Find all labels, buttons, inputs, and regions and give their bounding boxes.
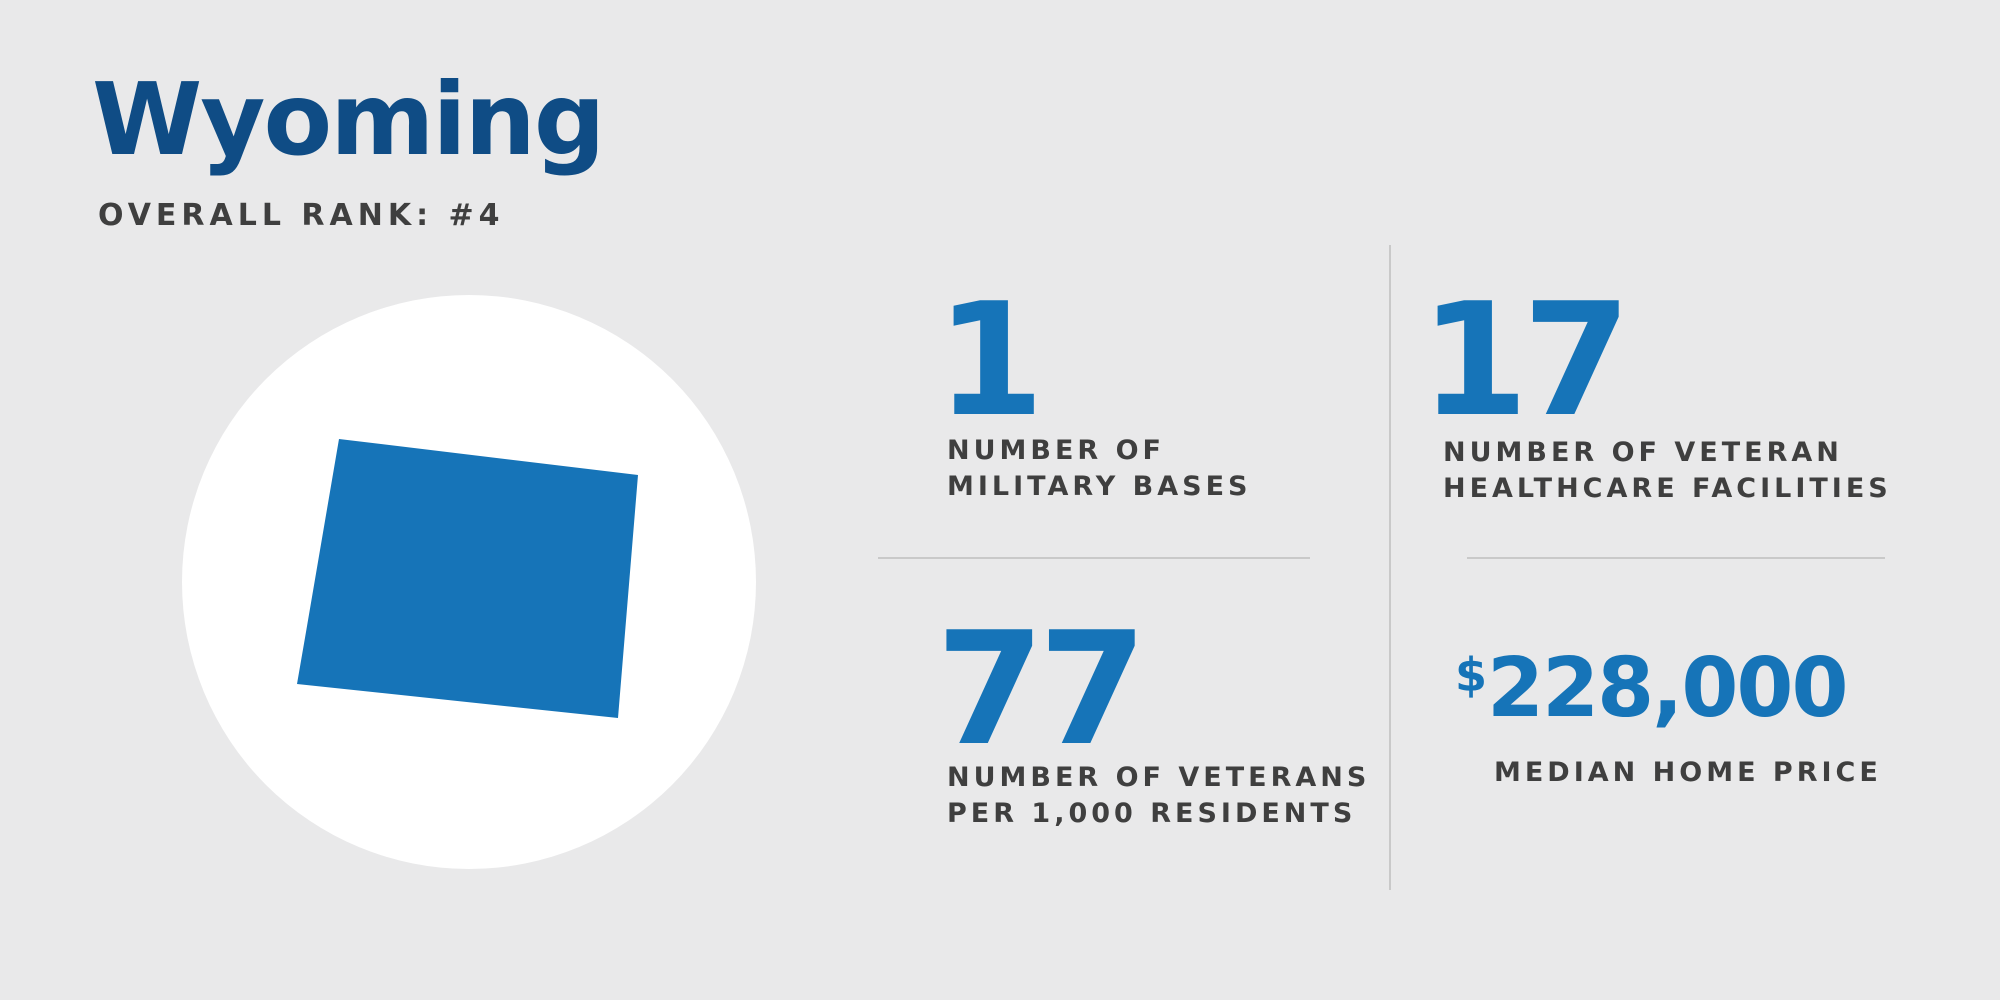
military-bases-label-line-1: NUMBER OF — [947, 435, 1165, 466]
veterans-per-1000-label-line-1: NUMBER OF VETERANS — [947, 762, 1371, 793]
median-home-price-label: MEDIAN HOME PRICE — [1494, 757, 1882, 788]
median-home-price-amount: 228,000 — [1487, 641, 1848, 736]
military-bases-value: 1 — [936, 269, 1045, 451]
military-bases-label-line-2: MILITARY BASES — [947, 471, 1252, 502]
veterans-per-1000-label: NUMBER OF VETERANS PER 1,000 RESIDENTS — [947, 760, 1370, 832]
wyoming-state-icon — [297, 439, 638, 718]
overall-rank: OVERALL RANK: #4 — [98, 198, 505, 233]
median-home-price-value: $228,000 — [1455, 641, 1849, 736]
dollar-sign: $ — [1455, 648, 1488, 702]
state-map-circle — [182, 295, 756, 869]
healthcare-facilities-label-line-2: HEALTHCARE FACILITIES — [1443, 473, 1892, 504]
wyoming-state-shape — [297, 439, 638, 718]
healthcare-facilities-label: NUMBER OF VETERAN HEALTHCARE FACILITIES — [1443, 435, 1892, 507]
horizontal-divider-left — [878, 557, 1310, 559]
vertical-divider — [1389, 245, 1391, 890]
veterans-per-1000-value: 77 — [936, 598, 1147, 780]
military-bases-label: NUMBER OF MILITARY BASES — [947, 433, 1251, 505]
horizontal-divider-right — [1467, 557, 1885, 559]
healthcare-facilities-label-line-1: NUMBER OF VETERAN — [1443, 437, 1843, 468]
veterans-per-1000-label-line-2: PER 1,000 RESIDENTS — [947, 798, 1357, 829]
state-title: Wyoming — [92, 61, 605, 178]
healthcare-facilities-value: 17 — [1420, 269, 1631, 451]
